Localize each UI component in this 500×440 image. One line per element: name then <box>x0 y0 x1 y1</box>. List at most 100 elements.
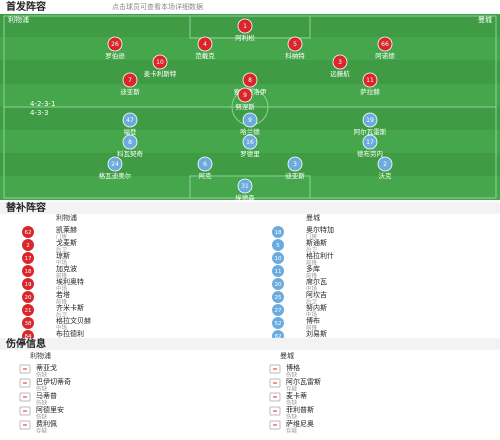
player-number: 31 <box>241 183 249 190</box>
sub-badge <box>22 304 34 316</box>
player-name: 阿克 <box>199 171 213 180</box>
sub-number: 62 <box>25 230 32 236</box>
sub-role: 中场 <box>56 259 68 267</box>
section-title: 替补阵容 <box>6 201 46 214</box>
player-badge[interactable] <box>122 72 138 88</box>
sub-badge <box>22 239 34 251</box>
player-badge[interactable] <box>377 156 393 172</box>
sub-badge <box>272 265 284 277</box>
injury-icon <box>19 406 31 416</box>
sub-number: 2 <box>26 243 30 249</box>
sub-number: 18 <box>25 269 32 275</box>
sub-badge <box>272 252 284 264</box>
player-badge[interactable] <box>362 112 378 128</box>
player-name: 罗伯逊 <box>105 51 125 60</box>
player-name: 福登 <box>124 127 138 136</box>
player-name: 迪亚斯 <box>285 171 305 180</box>
injury-status: 存疑 <box>36 427 48 435</box>
player-badge[interactable] <box>377 36 393 52</box>
player-number: 47 <box>126 117 134 124</box>
team-name: 曼城 <box>478 16 492 24</box>
injury-name: 阿尔瓦雷斯 <box>286 377 321 386</box>
player-name: 范戴克 <box>195 51 215 60</box>
player-name: 科纳特 <box>285 51 305 60</box>
sub-name: 若塔 <box>56 290 70 299</box>
sub-number: 20 <box>25 295 32 301</box>
player-badge[interactable] <box>197 156 213 172</box>
player-name: 麦卡利斯特 <box>144 69 177 78</box>
player-badge[interactable] <box>362 72 378 88</box>
sub-name: 博布 <box>306 316 320 325</box>
sub-number: 18 <box>275 230 282 236</box>
sub-number: 38 <box>25 321 32 327</box>
player-badge[interactable] <box>362 134 378 150</box>
player-badge[interactable] <box>242 134 258 150</box>
injury-status: 存疑 <box>286 385 298 393</box>
section-bar <box>0 338 500 350</box>
injury-name: 阿德里安 <box>36 405 64 414</box>
sub-number: 27 <box>275 308 282 314</box>
injury-icon <box>269 420 281 430</box>
player-badge[interactable] <box>107 36 123 52</box>
player-number: 7 <box>128 77 132 84</box>
player-badge[interactable] <box>197 36 213 52</box>
injury-name: 麦卡蒂 <box>286 391 307 400</box>
injury-name: 巴伊切蒂奇 <box>36 377 71 386</box>
player-number: 3 <box>293 161 297 168</box>
sub-number: 10 <box>275 256 282 262</box>
player-badge[interactable] <box>237 178 253 194</box>
player-number: 1 <box>243 23 247 30</box>
sub-number: 20 <box>275 282 282 288</box>
sub-name: 凯莱赫 <box>56 225 77 234</box>
sub-role: 前锋 <box>56 272 68 280</box>
section-title: 首发阵容 <box>6 0 46 13</box>
player-number: 4 <box>203 41 207 48</box>
injury-icon <box>19 420 31 430</box>
section-title: 伤停信息 <box>5 337 46 350</box>
player-name: 科瓦契奇 <box>117 149 144 158</box>
player-badge[interactable] <box>122 134 138 150</box>
hint: 点击球员可查看本场详细数据 <box>112 2 203 11</box>
sub-badge <box>272 239 284 251</box>
player-badge[interactable] <box>107 156 123 172</box>
player-name: 德布劳内 <box>357 149 383 158</box>
player-number: 24 <box>111 161 119 168</box>
player-badge[interactable] <box>242 112 258 128</box>
player-badge[interactable] <box>287 156 303 172</box>
player-badge[interactable] <box>287 36 303 52</box>
player-number: 16 <box>246 139 254 146</box>
injury-status: 伤缺 <box>36 413 48 421</box>
sub-number: 52 <box>275 321 282 327</box>
injury-name: 萨维尼奥 <box>286 419 314 428</box>
sub-name: 加克波 <box>56 264 77 273</box>
injury-name: 马蒂普 <box>36 391 57 400</box>
player-name: 远藤航 <box>330 69 350 78</box>
player-badge[interactable] <box>237 18 253 34</box>
sub-number: 17 <box>25 256 32 262</box>
player-name: 阿利松 <box>235 33 255 42</box>
player-name: 努涅斯 <box>235 102 255 111</box>
player-badge[interactable] <box>122 112 138 128</box>
player-number: 6 <box>203 161 207 168</box>
sub-badge <box>22 226 34 238</box>
sub-role: 中场 <box>306 311 318 319</box>
injury-icon <box>269 364 281 374</box>
sub-role: 中场 <box>56 285 68 293</box>
sub-role: 前锋 <box>56 298 68 306</box>
injury-icon <box>19 364 31 374</box>
player-number: 26 <box>111 41 119 48</box>
player-name: 阿尔瓦雷斯 <box>354 127 387 136</box>
player-badge[interactable] <box>242 72 258 88</box>
sub-badge <box>22 265 34 277</box>
sub-badge <box>22 278 34 290</box>
sub-badge <box>272 304 284 316</box>
player-number: 19 <box>366 117 374 124</box>
player-badge[interactable] <box>152 54 168 70</box>
sub-name: 阿坎吉 <box>306 290 327 299</box>
player-number: 9 <box>243 92 247 99</box>
sub-role: 前锋 <box>306 272 318 280</box>
sub-name: 席尔瓦 <box>306 277 327 286</box>
sub-role: 后卫 <box>306 246 318 254</box>
player-badge[interactable] <box>332 54 348 70</box>
player-badge[interactable] <box>237 87 253 103</box>
